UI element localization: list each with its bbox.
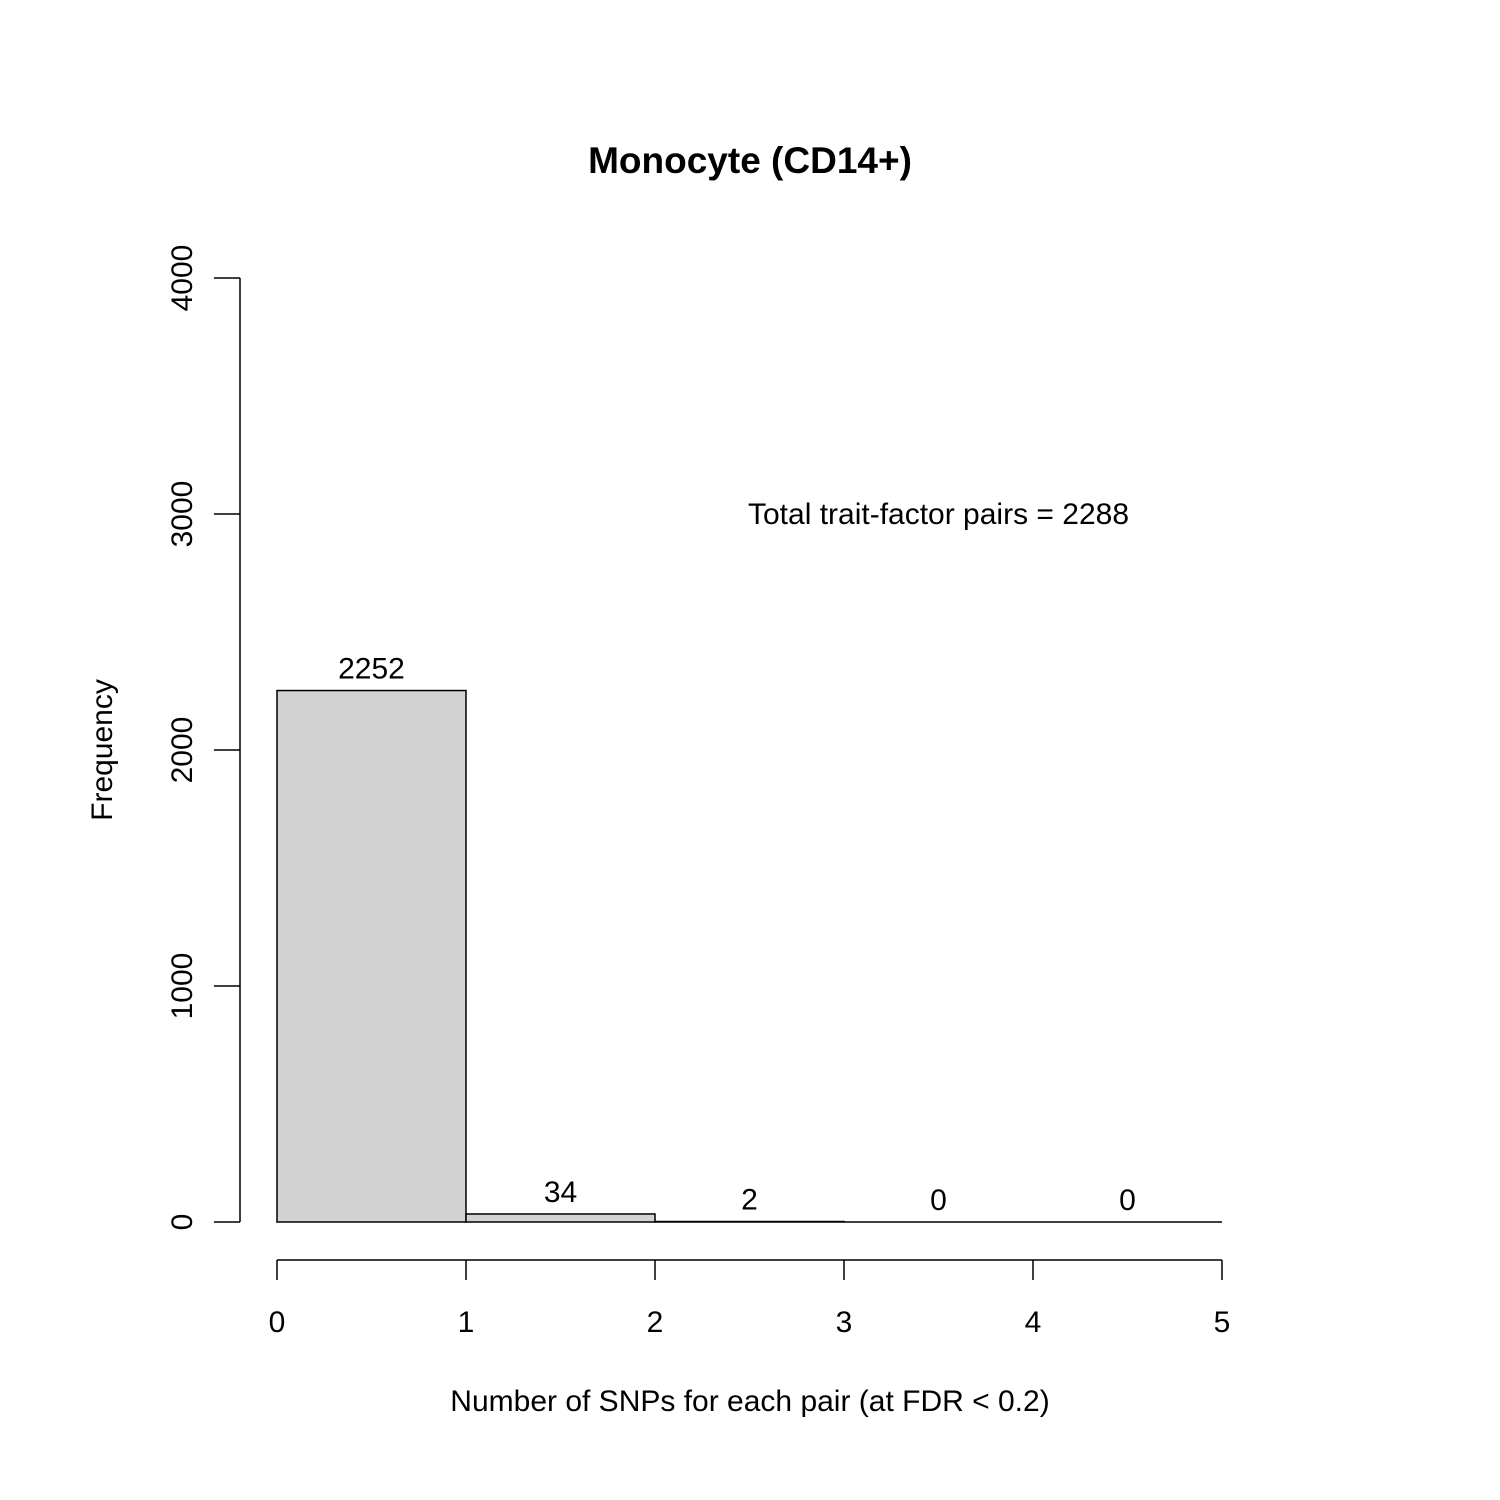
bar-count-label: 2 — [741, 1184, 758, 1217]
bar-count-label: 0 — [1119, 1184, 1136, 1217]
y-tick-label: 1000 — [166, 953, 199, 1020]
y-tick-label: 4000 — [166, 245, 199, 312]
bar-count-label: 34 — [544, 1176, 577, 1209]
x-tick-label: 5 — [1214, 1306, 1231, 1339]
y-tick-label: 2000 — [166, 717, 199, 784]
y-tick-label: 3000 — [166, 481, 199, 548]
chart-title: Monocyte (CD14+) — [588, 140, 912, 181]
x-tick-label: 1 — [458, 1306, 475, 1339]
histogram-bar — [276, 689, 467, 1223]
x-tick-label: 2 — [647, 1306, 664, 1339]
y-axis-label: Frequency — [86, 679, 119, 821]
x-axis: 0 1 2 3 4 5 — [269, 1259, 1231, 1339]
histogram-bar — [465, 1213, 656, 1223]
total-pairs-annotation: Total trait-factor pairs = 2288 — [748, 498, 1129, 531]
bar-count-label: 2252 — [338, 653, 405, 686]
x-tick-label: 0 — [269, 1306, 286, 1339]
bars-group — [276, 689, 1222, 1223]
x-tick-label: 3 — [836, 1306, 853, 1339]
y-axis: 0 1000 2000 3000 4000 — [166, 245, 241, 1231]
y-tick-label: 0 — [166, 1214, 199, 1231]
bar-count-label: 0 — [930, 1184, 947, 1217]
bar-labels-group: 2252 34 2 0 0 — [338, 653, 1136, 1217]
x-tick-label: 4 — [1025, 1306, 1042, 1339]
x-axis-label: Number of SNPs for each pair (at FDR < 0… — [450, 1385, 1049, 1418]
